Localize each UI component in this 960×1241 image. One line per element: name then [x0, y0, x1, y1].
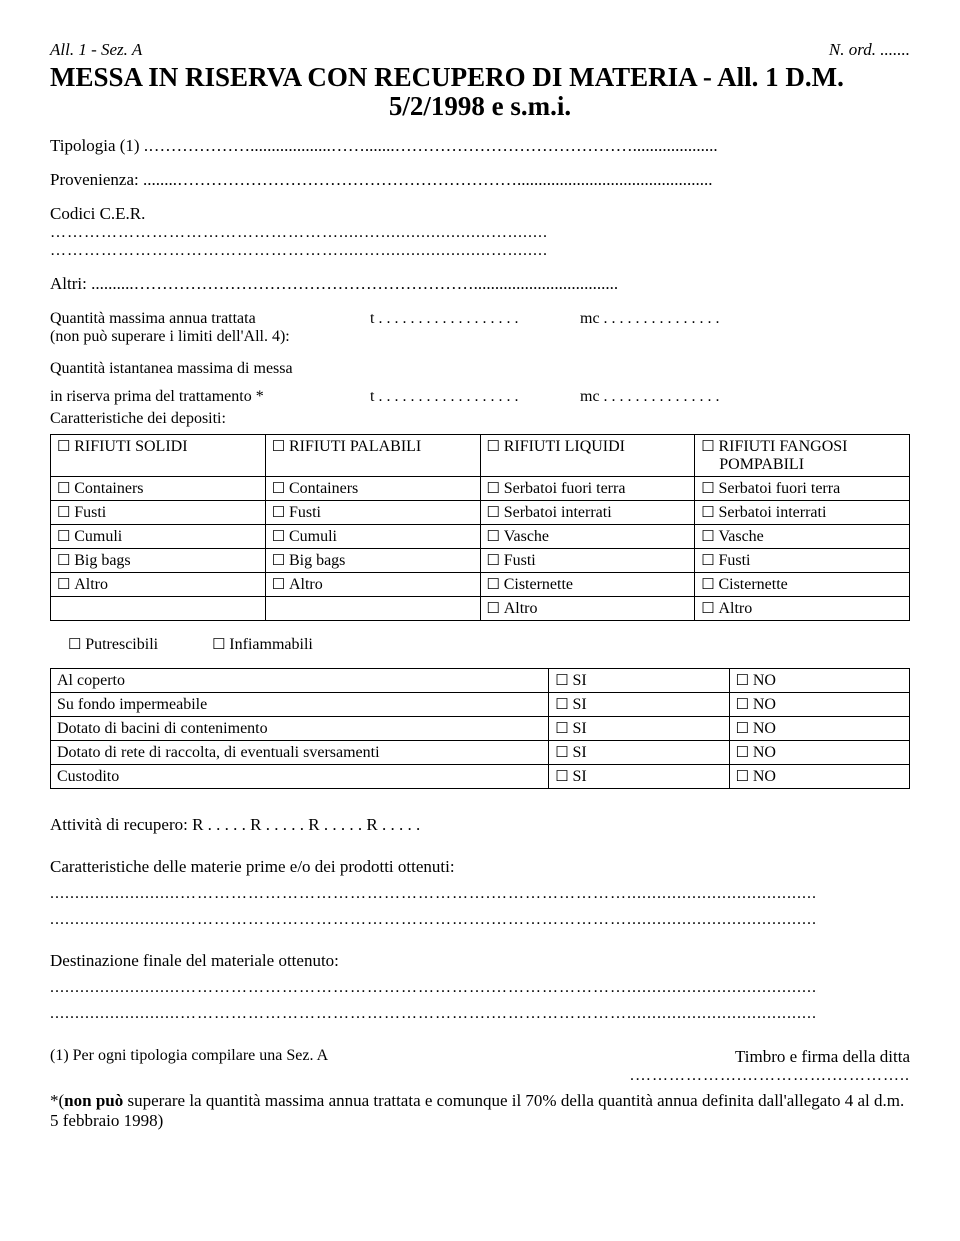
- t1-r2-c3[interactable]: Serbatoi interrati: [695, 501, 910, 525]
- t2-r3-label: Dotato di rete di raccolta, di eventuali…: [51, 741, 549, 765]
- qty2-row: in riserva prima del trattamento * t . .…: [50, 388, 910, 406]
- t1-r4-c1[interactable]: Big bags: [265, 549, 480, 573]
- footnote-asterisk: *(non può superare la quantità massima a…: [50, 1091, 910, 1131]
- footnote-text: superare la quantità massima annua tratt…: [50, 1091, 904, 1130]
- qty1-label2: (non può superare i limiti dell'All. 4):: [50, 328, 370, 346]
- tipologia-line: Tipologia (1) .………………...................…: [50, 136, 910, 156]
- altri-line: Altri: ..........……………………………………………………...…: [50, 274, 910, 294]
- t2-r3-no[interactable]: NO: [729, 741, 909, 765]
- caratt-label: Caratteristiche dei depositi:: [50, 410, 910, 428]
- t1-r3-c0[interactable]: Cumuli: [51, 525, 266, 549]
- t2-r4-si[interactable]: SI: [549, 765, 729, 789]
- t2-r1-label: Su fondo impermeabile: [51, 693, 549, 717]
- t1-r6-c0: [51, 597, 266, 621]
- attivita-line: Attività di recupero: R . . . . . R . . …: [50, 815, 910, 835]
- t2-r1-no[interactable]: NO: [729, 693, 909, 717]
- signature-label: Timbro e firma della ditta: [735, 1047, 910, 1067]
- t1-r5-c0[interactable]: Altro: [51, 573, 266, 597]
- t2-r1-si[interactable]: SI: [549, 693, 729, 717]
- title-line2: 5/2/1998 e s.m.i.: [50, 91, 910, 122]
- t1-r0-c3-l2: POMPABILI: [701, 456, 804, 473]
- t2-r3-si[interactable]: SI: [549, 741, 729, 765]
- signature-row: (1) Per ogni tipologia compilare una Sez…: [50, 1047, 910, 1067]
- t2-r0-label: Al coperto: [51, 669, 549, 693]
- infiammabili-checkbox[interactable]: Infiammabili: [212, 636, 313, 653]
- codici-dots-2: …………………………………………….....….................…: [50, 242, 910, 260]
- t2-r2-label: Dotato di bacini di contenimento: [51, 717, 549, 741]
- qty2-label1: Quantità istantanea massima di messa: [50, 360, 910, 378]
- codici-dots-1: …………………………………………….....….................…: [50, 224, 910, 242]
- qty1-t: t . . . . . . . . . . . . . . . . . .: [370, 310, 580, 346]
- t1-r1-c2[interactable]: Serbatoi fuori terra: [480, 477, 695, 501]
- qty2-t: t . . . . . . . . . . . . . . . . . .: [370, 388, 580, 406]
- t1-r6-c1: [265, 597, 480, 621]
- t2-r4-no[interactable]: NO: [729, 765, 909, 789]
- t1-r1-c0[interactable]: Containers: [51, 477, 266, 501]
- materie-dots-1: ..........................………………………………………: [50, 885, 910, 903]
- t1-r2-c2[interactable]: Serbatoi interrati: [480, 501, 695, 525]
- t1-r2-c1[interactable]: Fusti: [265, 501, 480, 525]
- t1-r6-c2[interactable]: Altro: [480, 597, 695, 621]
- t2-r4-label: Custodito: [51, 765, 549, 789]
- t1-r0-c3-l1: RIFIUTI FANGOSI: [701, 438, 847, 455]
- t1-r3-c1[interactable]: Cumuli: [265, 525, 480, 549]
- t1-r4-c0[interactable]: Big bags: [51, 549, 266, 573]
- qty2-label2: in riserva prima del trattamento *: [50, 388, 370, 406]
- dest-dots-2: ..........................………………………………………: [50, 1005, 910, 1023]
- t1-r5-c1[interactable]: Altro: [265, 573, 480, 597]
- footnote-1: (1) Per ogni tipologia compilare una Sez…: [50, 1047, 328, 1067]
- conditions-table: Al coperto SI NO Su fondo impermeabile S…: [50, 668, 910, 789]
- dest-dots-1: ..........................………………………………………: [50, 979, 910, 997]
- putrescibili-checkbox[interactable]: Putrescibili: [68, 636, 158, 653]
- qty2-mc: mc . . . . . . . . . . . . . . .: [580, 388, 720, 406]
- destinazione-label: Destinazione finale del materiale ottenu…: [50, 951, 910, 971]
- header-left: All. 1 - Sez. A: [50, 40, 142, 60]
- materie-dots-2: ..........................………………………………………: [50, 911, 910, 929]
- codici-label: Codici C.E.R.: [50, 204, 910, 224]
- qty1-mc: mc . . . . . . . . . . . . . . .: [580, 310, 720, 346]
- deposits-table: RIFIUTI SOLIDI RIFIUTI PALABILI RIFIUTI …: [50, 434, 910, 621]
- t1-r3-c3[interactable]: Vasche: [695, 525, 910, 549]
- qty1-row: Quantità massima annua trattata (non può…: [50, 310, 910, 346]
- signature-dots: .……………….…………….…………..: [50, 1067, 910, 1085]
- t1-r0-c2[interactable]: RIFIUTI LIQUIDI: [480, 435, 695, 477]
- inline-options: Putrescibili Infiammabili: [68, 635, 910, 654]
- t2-r2-si[interactable]: SI: [549, 717, 729, 741]
- t1-r5-c3[interactable]: Cisternette: [695, 573, 910, 597]
- provenienza-line: Provenienza: ........……………………………………………………: [50, 170, 910, 190]
- t1-r4-c3[interactable]: Fusti: [695, 549, 910, 573]
- t2-r0-si[interactable]: SI: [549, 669, 729, 693]
- t1-r1-c3[interactable]: Serbatoi fuori terra: [695, 477, 910, 501]
- caratt-materie-label: Caratteristiche delle materie prime e/o …: [50, 857, 910, 877]
- t1-r2-c0[interactable]: Fusti: [51, 501, 266, 525]
- t1-r1-c1[interactable]: Containers: [265, 477, 480, 501]
- t1-r5-c2[interactable]: Cisternette: [480, 573, 695, 597]
- t1-r0-c0[interactable]: RIFIUTI SOLIDI: [51, 435, 266, 477]
- t1-r4-c2[interactable]: Fusti: [480, 549, 695, 573]
- title-line1: MESSA IN RISERVA CON RECUPERO DI MATERIA…: [50, 62, 910, 93]
- t2-r0-no[interactable]: NO: [729, 669, 909, 693]
- t1-r6-c3[interactable]: Altro: [695, 597, 910, 621]
- t2-r2-no[interactable]: NO: [729, 717, 909, 741]
- header-right: N. ord. .......: [829, 40, 910, 60]
- t1-r0-c1[interactable]: RIFIUTI PALABILI: [265, 435, 480, 477]
- qty1-label1: Quantità massima annua trattata: [50, 310, 370, 328]
- t1-r3-c2[interactable]: Vasche: [480, 525, 695, 549]
- t1-r0-c3[interactable]: RIFIUTI FANGOSIPOMPABILI: [695, 435, 910, 477]
- header-row: All. 1 - Sez. A N. ord. .......: [50, 40, 910, 60]
